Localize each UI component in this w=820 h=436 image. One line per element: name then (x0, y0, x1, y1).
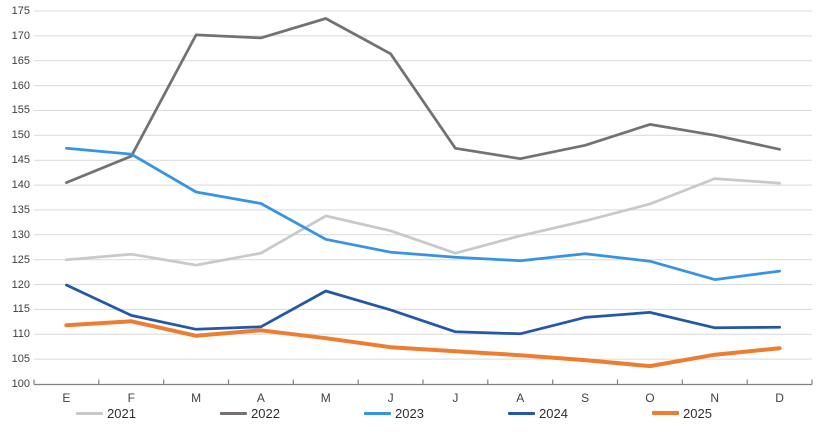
y-tick-label: 150 (11, 129, 30, 142)
y-tick-label: 120 (11, 278, 30, 291)
x-category-label: J (452, 391, 459, 405)
x-category-label: F (127, 391, 135, 405)
y-tick-label: 110 (12, 328, 30, 341)
legend-line-swatch (76, 411, 103, 415)
y-tick-label: 170 (11, 29, 30, 42)
x-category-label: S (581, 391, 590, 405)
y-tick-label: 140 (11, 179, 30, 192)
legend-label: 2021 (107, 405, 136, 421)
x-category-label: A (516, 391, 525, 405)
legend-label: 2024 (539, 405, 568, 421)
y-tick-label: 160 (11, 79, 30, 92)
y-tick-label: 165 (11, 54, 30, 67)
legend-line-swatch (364, 411, 391, 415)
legend-line-swatch (652, 410, 679, 416)
y-tick-label: 175 (11, 5, 30, 17)
series-line-2024[interactable] (65, 283, 781, 336)
x-category-label: N (710, 391, 720, 405)
y-tick-label: 115 (12, 303, 30, 316)
series-line-2022[interactable] (65, 17, 781, 184)
y-tick-label: 135 (11, 203, 30, 216)
x-category-label: A (256, 391, 265, 405)
legend-item-2025[interactable]: 2025 (652, 403, 712, 423)
legend-label: 2022 (251, 405, 280, 421)
x-category-label: O (645, 391, 655, 405)
x-category-label: E (62, 391, 71, 405)
x-category-label: M (191, 391, 202, 405)
series-line-2023[interactable] (65, 146, 781, 281)
legend-item-2022[interactable]: 2022 (220, 403, 280, 423)
legend-line-swatch (508, 411, 535, 415)
legend-item-2021[interactable]: 2021 (76, 403, 136, 423)
legend-label: 2023 (395, 405, 424, 421)
y-tick-label: 105 (11, 353, 30, 366)
legend-label: 2025 (683, 405, 712, 421)
legend-line-swatch (220, 411, 247, 415)
y-tick-label: 100 (11, 378, 30, 390)
legend: 2021 2022 2023 2024 2025 (0, 403, 820, 425)
y-tick-label: 155 (11, 104, 30, 117)
y-tick-label: 125 (11, 253, 30, 266)
x-category-label: M (320, 391, 331, 405)
x-category-label: D (775, 391, 784, 405)
y-tick-label: 130 (11, 228, 30, 241)
series-line-2025[interactable] (64, 319, 782, 369)
y-tick-label: 145 (11, 154, 30, 167)
series-line-2021[interactable] (65, 177, 781, 267)
legend-item-2024[interactable]: 2024 (508, 403, 568, 423)
x-category-label: J (387, 391, 394, 405)
legend-item-2023[interactable]: 2023 (364, 403, 424, 423)
